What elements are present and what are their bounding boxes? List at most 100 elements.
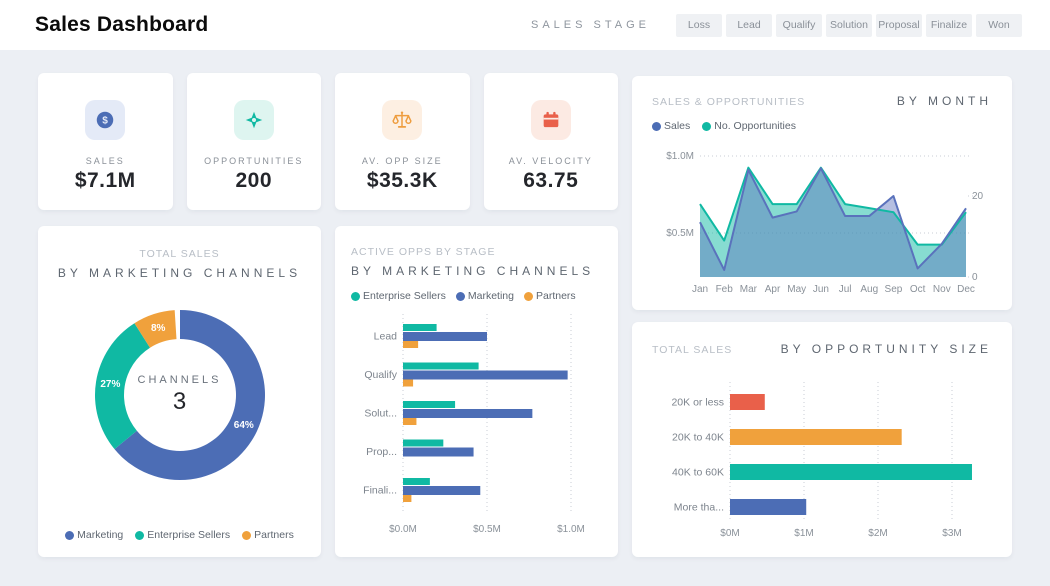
kpi-label: AV. OPP SIZE xyxy=(361,156,443,166)
svg-text:40K to 60K: 40K to 60K xyxy=(672,467,724,479)
legend-label: No. Opportunities xyxy=(714,120,796,132)
chart-title: TOTAL SALES xyxy=(652,344,733,356)
svg-text:Jun: Jun xyxy=(813,284,829,295)
kpi-card-opportunities: OPPORTUNITIES 200 xyxy=(186,73,321,210)
sales-stage-filter: Loss Lead Qualify Solution Proposal Fina… xyxy=(676,13,1022,37)
stage-button-lead[interactable]: Lead xyxy=(726,13,772,37)
opportunity-size-chart-card: TOTAL SALES BY OPPORTUNITY SIZE $0M $1M $2… xyxy=(632,322,1012,557)
kpi-card-sales: $ SALES $7.1M xyxy=(38,73,173,210)
legend-item[interactable]: Enterprise Sellers xyxy=(135,529,230,541)
chart-title: ACTIVE OPPS BY STAGE xyxy=(351,246,496,258)
svg-text:Nov: Nov xyxy=(933,284,951,295)
legend-label: Marketing xyxy=(467,290,514,302)
chart-subtitle: BY MONTH xyxy=(896,94,992,108)
svg-text:Dec: Dec xyxy=(957,284,975,295)
stage-button-solution[interactable]: Solution xyxy=(826,13,872,37)
bar-segment xyxy=(403,486,481,495)
sales-area xyxy=(700,168,966,277)
calendar-icon xyxy=(543,111,559,128)
legend-item[interactable]: No. Opportunities xyxy=(702,120,796,132)
target-diamond-icon xyxy=(245,111,262,129)
scales-icon xyxy=(392,111,412,128)
stage-chart-legend: Enterprise Sellers Marketing Partners xyxy=(351,290,602,302)
svg-text:8%: 8% xyxy=(150,323,165,334)
sales-by-opportunity-size-bar-chart[interactable]: $0M $1M $2M $3M 20K or less 20K to 40K 40K to … xyxy=(652,370,992,542)
kpi-tile-sales: $ xyxy=(85,100,126,140)
bar-segment xyxy=(403,409,533,418)
svg-text:Jul: Jul xyxy=(839,284,852,295)
svg-text:Qualify: Qualify xyxy=(364,369,397,381)
svg-text:20K or less: 20K or less xyxy=(671,397,724,409)
svg-text:$0M: $0M xyxy=(720,528,739,539)
sales-stage-filter-label: SALES STAGE xyxy=(531,19,650,31)
stage-button-loss[interactable]: Loss xyxy=(676,13,722,37)
bar-segment xyxy=(403,341,419,348)
svg-text:Solut...: Solut... xyxy=(364,408,397,420)
svg-text:64%: 64% xyxy=(233,420,253,431)
stage-button-won[interactable]: Won xyxy=(976,13,1022,37)
kpi-label: AV. VELOCITY xyxy=(508,156,593,166)
svg-text:$0.0M: $0.0M xyxy=(389,524,417,535)
svg-text:Finali...: Finali... xyxy=(363,485,397,497)
legend-dot xyxy=(652,121,661,131)
svg-text:Prop...: Prop... xyxy=(366,446,397,458)
legend-dot xyxy=(351,291,360,301)
donut-slice xyxy=(133,310,176,348)
opps-by-stage-bar-chart[interactable]: $0.0M $0.5M $1.0M Lead Qualify Solut... Prop..… xyxy=(351,308,602,540)
chart-title: TOTAL SALES xyxy=(139,248,220,260)
legend-label: Enterprise Sellers xyxy=(363,290,446,302)
legend-label: Enterprise Sellers xyxy=(147,529,231,541)
kpi-label: OPPORTUNITIES xyxy=(204,156,304,166)
dashboard-body: $ SALES $7.1M OPPORTUNITIES 200 xyxy=(0,50,1050,557)
dollar-coin-icon: $ xyxy=(97,111,114,129)
svg-text:$1.0M: $1.0M xyxy=(666,151,694,162)
legend-dot xyxy=(523,291,533,301)
bar-segment xyxy=(403,439,444,447)
marketing-channels-donut[interactable]: 64% 27% 8% xyxy=(85,300,275,490)
bar-segment xyxy=(403,418,417,425)
bar-segment xyxy=(403,379,414,387)
kpi-card-av-velocity: AV. VELOCITY 63.75 xyxy=(483,73,618,210)
donut-slice xyxy=(114,310,265,480)
legend-item[interactable]: Marketing xyxy=(65,529,123,541)
svg-text:$3M: $3M xyxy=(942,528,961,539)
svg-text:$2M: $2M xyxy=(868,528,887,539)
svg-text:20K to 40K: 20K to 40K xyxy=(672,432,724,444)
svg-text:$1.0M: $1.0M xyxy=(557,524,585,535)
legend-item[interactable]: Partners xyxy=(523,290,576,302)
legend-label: Partners xyxy=(535,290,576,302)
svg-text:$0.5M: $0.5M xyxy=(473,524,501,535)
bar-segment xyxy=(403,478,430,485)
bar-segment xyxy=(403,447,474,457)
area-chart-card: SALES & OPPORTUNITIES BY MONTH Sales No. … xyxy=(632,76,1012,310)
stage-bar-chart-card: ACTIVE OPPS BY STAGE BY MARKETING CHANNE… xyxy=(335,226,618,557)
stage-button-finalize[interactable]: Finalize xyxy=(926,13,972,37)
svg-text:Sep: Sep xyxy=(885,284,903,295)
svg-text:May: May xyxy=(787,284,806,295)
svg-text:Oct: Oct xyxy=(910,284,926,295)
donut-slice xyxy=(94,323,150,450)
svg-text:Jan: Jan xyxy=(692,284,708,295)
stage-button-qualify[interactable]: Qualify xyxy=(776,13,822,37)
legend-item[interactable]: Partners xyxy=(242,529,294,541)
bar-segment xyxy=(403,324,437,331)
bar-segment xyxy=(403,370,568,380)
donut-legend: Marketing Enterprise Sellers Partners xyxy=(38,529,321,541)
sales-opportunities-area-chart[interactable]: $1.0M $0.5M 20 0 Jan Feb Mar Apr May Jun Jul Aug Sep… xyxy=(652,140,992,308)
svg-text:$: $ xyxy=(102,116,108,127)
bar xyxy=(730,464,972,480)
svg-text:Lead: Lead xyxy=(374,331,398,343)
chart-subtitle: BY MARKETING CHANNELS xyxy=(351,264,595,278)
svg-text:27%: 27% xyxy=(100,379,120,390)
legend-dot xyxy=(455,291,465,301)
legend-item[interactable]: Enterprise Sellers xyxy=(351,290,446,302)
chart-subtitle: BY OPPORTUNITY SIZE xyxy=(780,342,992,356)
legend-label: Partners xyxy=(254,529,294,541)
legend-dot xyxy=(135,530,145,540)
legend-item[interactable]: Sales xyxy=(652,120,690,132)
stage-button-proposal[interactable]: Proposal xyxy=(876,13,922,37)
legend-item[interactable]: Marketing xyxy=(455,290,514,302)
bar-segment xyxy=(403,362,479,370)
svg-text:0: 0 xyxy=(972,272,978,283)
svg-text:More tha...: More tha... xyxy=(674,502,724,514)
